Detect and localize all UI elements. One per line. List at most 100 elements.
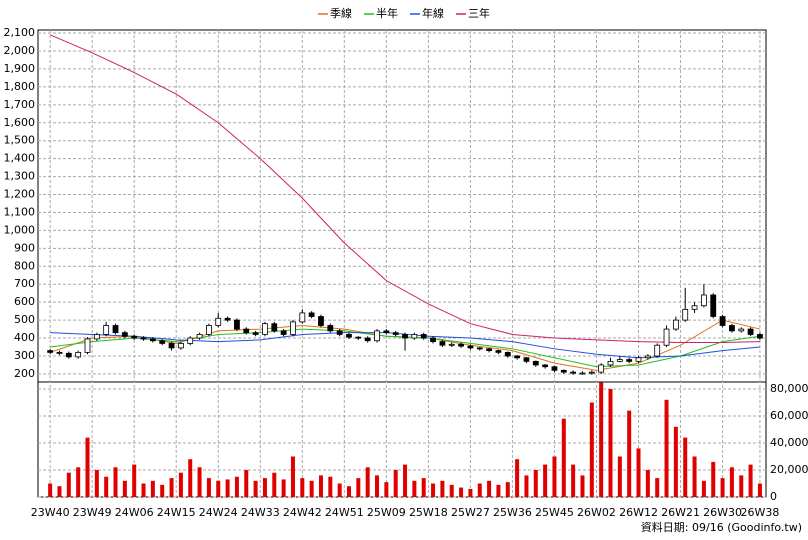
- candle-body: [168, 343, 175, 349]
- candle-body: [607, 360, 614, 366]
- candle-body: [402, 334, 408, 339]
- volume-bar: [365, 467, 370, 497]
- volume-bar: [272, 472, 277, 497]
- y-tick-label: 1,400: [4, 152, 36, 165]
- y-tick-label: 800: [14, 259, 35, 272]
- volume-bar: [104, 476, 109, 497]
- volume-bar: [122, 480, 127, 497]
- volume-bar: [244, 469, 249, 497]
- candle-body: [495, 350, 502, 353]
- volume-bar: [561, 418, 566, 497]
- x-tick-label: 25W45: [535, 506, 574, 519]
- candle-body: [476, 347, 483, 350]
- volume-bar: [412, 480, 417, 497]
- candle-body: [729, 325, 735, 332]
- y-tick-label: 900: [14, 241, 35, 254]
- candle-body: [336, 330, 343, 335]
- volume-bar: [262, 478, 267, 497]
- x-tick-label: 23W49: [73, 506, 112, 519]
- x-tick-label: 24W33: [241, 506, 280, 519]
- volume-bar: [599, 382, 604, 497]
- candle-body: [243, 328, 250, 334]
- volume-bar: [505, 482, 510, 497]
- volume-bar: [337, 483, 342, 497]
- candle-body: [710, 294, 717, 317]
- candle-body: [47, 350, 54, 353]
- x-tick-label: 25W18: [409, 506, 448, 519]
- candle-body: [280, 330, 287, 335]
- candle-body: [757, 334, 763, 339]
- x-tick-label: 26W21: [661, 506, 700, 519]
- volume-bar: [739, 475, 744, 497]
- candle-body: [318, 316, 324, 326]
- candle-body: [691, 305, 698, 310]
- volume-bar: [113, 467, 118, 497]
- volume-bar: [720, 478, 725, 497]
- y-tick-label: 1,300: [4, 170, 36, 183]
- y-tick-label: 1,800: [4, 80, 36, 93]
- x-tick-label: 24W15: [157, 506, 196, 519]
- volume-bar: [384, 482, 389, 497]
- volume-bar: [515, 459, 520, 497]
- candle-body: [121, 332, 128, 337]
- volume-bar: [253, 480, 258, 497]
- candle-body: [215, 317, 222, 326]
- y-tick-label: 500: [14, 313, 35, 326]
- candle-body: [616, 359, 623, 362]
- candle-body: [486, 348, 492, 352]
- y-tick-label: 2,000: [4, 44, 36, 57]
- candle-body: [149, 338, 156, 342]
- y-tick-label: 600: [14, 295, 35, 308]
- volume-bar: [281, 479, 286, 497]
- candle-body: [103, 325, 110, 335]
- volume-bar: [216, 480, 221, 497]
- volume-bar: [206, 478, 211, 497]
- candle-body: [93, 334, 100, 340]
- candle-body: [467, 345, 474, 349]
- volume-bar: [234, 476, 239, 497]
- candle-body: [56, 351, 63, 354]
- y2-tick-label: 0: [770, 490, 777, 503]
- volume-bar: [431, 483, 436, 497]
- candle-body: [234, 319, 240, 330]
- y-tick-label: 400: [14, 331, 35, 344]
- volume-bar: [328, 476, 333, 497]
- volume-bar: [356, 478, 361, 497]
- volume-bar: [655, 478, 660, 497]
- x-tick-label: 26W30: [703, 506, 742, 519]
- candle-body: [532, 360, 539, 366]
- candle-body: [112, 325, 119, 334]
- candle-body: [327, 325, 334, 332]
- candle-body: [430, 337, 436, 343]
- candle-body: [299, 312, 306, 323]
- ma-line: [49, 34, 760, 344]
- x-tick-label: 26W38: [740, 506, 779, 519]
- x-tick-label: 26W12: [619, 506, 658, 519]
- y-tick-label: 2,100: [4, 26, 36, 39]
- volume-bar: [729, 467, 734, 497]
- y2-tick-label: 80,000: [770, 382, 808, 395]
- candle-body: [672, 319, 679, 330]
- volume-bar: [477, 483, 482, 497]
- volume-bar: [290, 456, 295, 497]
- candle-body: [700, 294, 707, 307]
- volume-bar: [664, 399, 669, 497]
- legend-label: 季線: [330, 6, 352, 20]
- x-tick-label: 24W42: [283, 506, 322, 519]
- volume-bar: [85, 437, 90, 497]
- volume-bar: [487, 480, 492, 497]
- candle-body: [644, 355, 651, 359]
- volume-bar: [571, 464, 576, 497]
- volume-bar: [636, 448, 641, 497]
- candle-body: [663, 328, 670, 346]
- legend-label: 年線: [422, 6, 444, 20]
- y-tick-label: 1,600: [4, 116, 36, 129]
- y-tick-label: 1,200: [4, 188, 36, 201]
- volume-bar: [617, 456, 622, 497]
- volume-bar: [403, 464, 408, 497]
- plot-frame: [37, 29, 767, 498]
- volume-bar: [701, 480, 706, 497]
- y-tick-label: 1,700: [4, 98, 36, 111]
- candle-body: [504, 351, 511, 357]
